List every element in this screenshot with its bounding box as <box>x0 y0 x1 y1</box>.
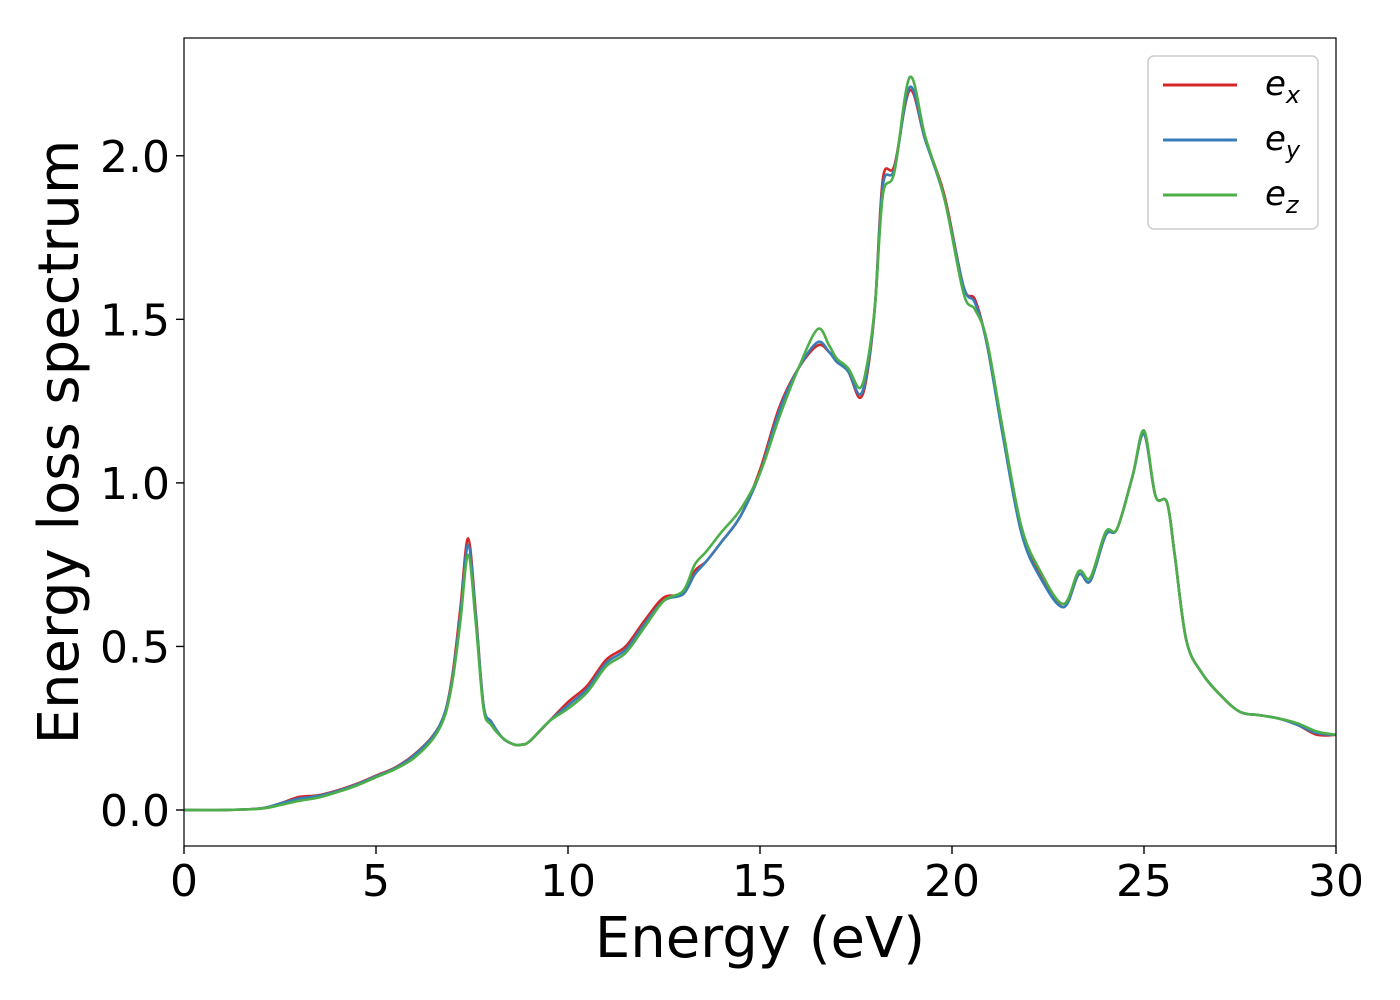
x-tick-label: 0 <box>170 856 198 907</box>
legend-label-y: ey <box>1265 119 1301 164</box>
y-axis: 0.0 0.5 1.0 1.5 2.0 <box>100 132 184 837</box>
x-tick-label: 30 <box>1308 856 1364 907</box>
y-tick-label: 0.0 <box>100 786 170 837</box>
x-tick-label: 10 <box>540 856 596 907</box>
x-axis-label: Energy (eV) <box>595 906 925 971</box>
legend-label-x: ex <box>1265 64 1301 109</box>
x-tick-label: 20 <box>924 856 980 907</box>
x-axis: 0 5 10 15 20 25 30 <box>170 846 1364 907</box>
series-layer <box>184 75 1336 812</box>
series-line-z <box>184 75 1336 812</box>
y-tick-label: 0.5 <box>100 622 170 673</box>
x-tick-label: 15 <box>732 856 788 907</box>
y-tick-label: 1.5 <box>100 295 170 346</box>
y-axis-label: Energy loss spectrum <box>27 140 92 745</box>
x-tick-label: 25 <box>1116 856 1172 907</box>
y-tick-label: 2.0 <box>100 132 170 183</box>
x-tick-label: 5 <box>362 856 390 907</box>
legend-box <box>1147 55 1319 230</box>
y-tick-label: 1.0 <box>100 459 170 510</box>
